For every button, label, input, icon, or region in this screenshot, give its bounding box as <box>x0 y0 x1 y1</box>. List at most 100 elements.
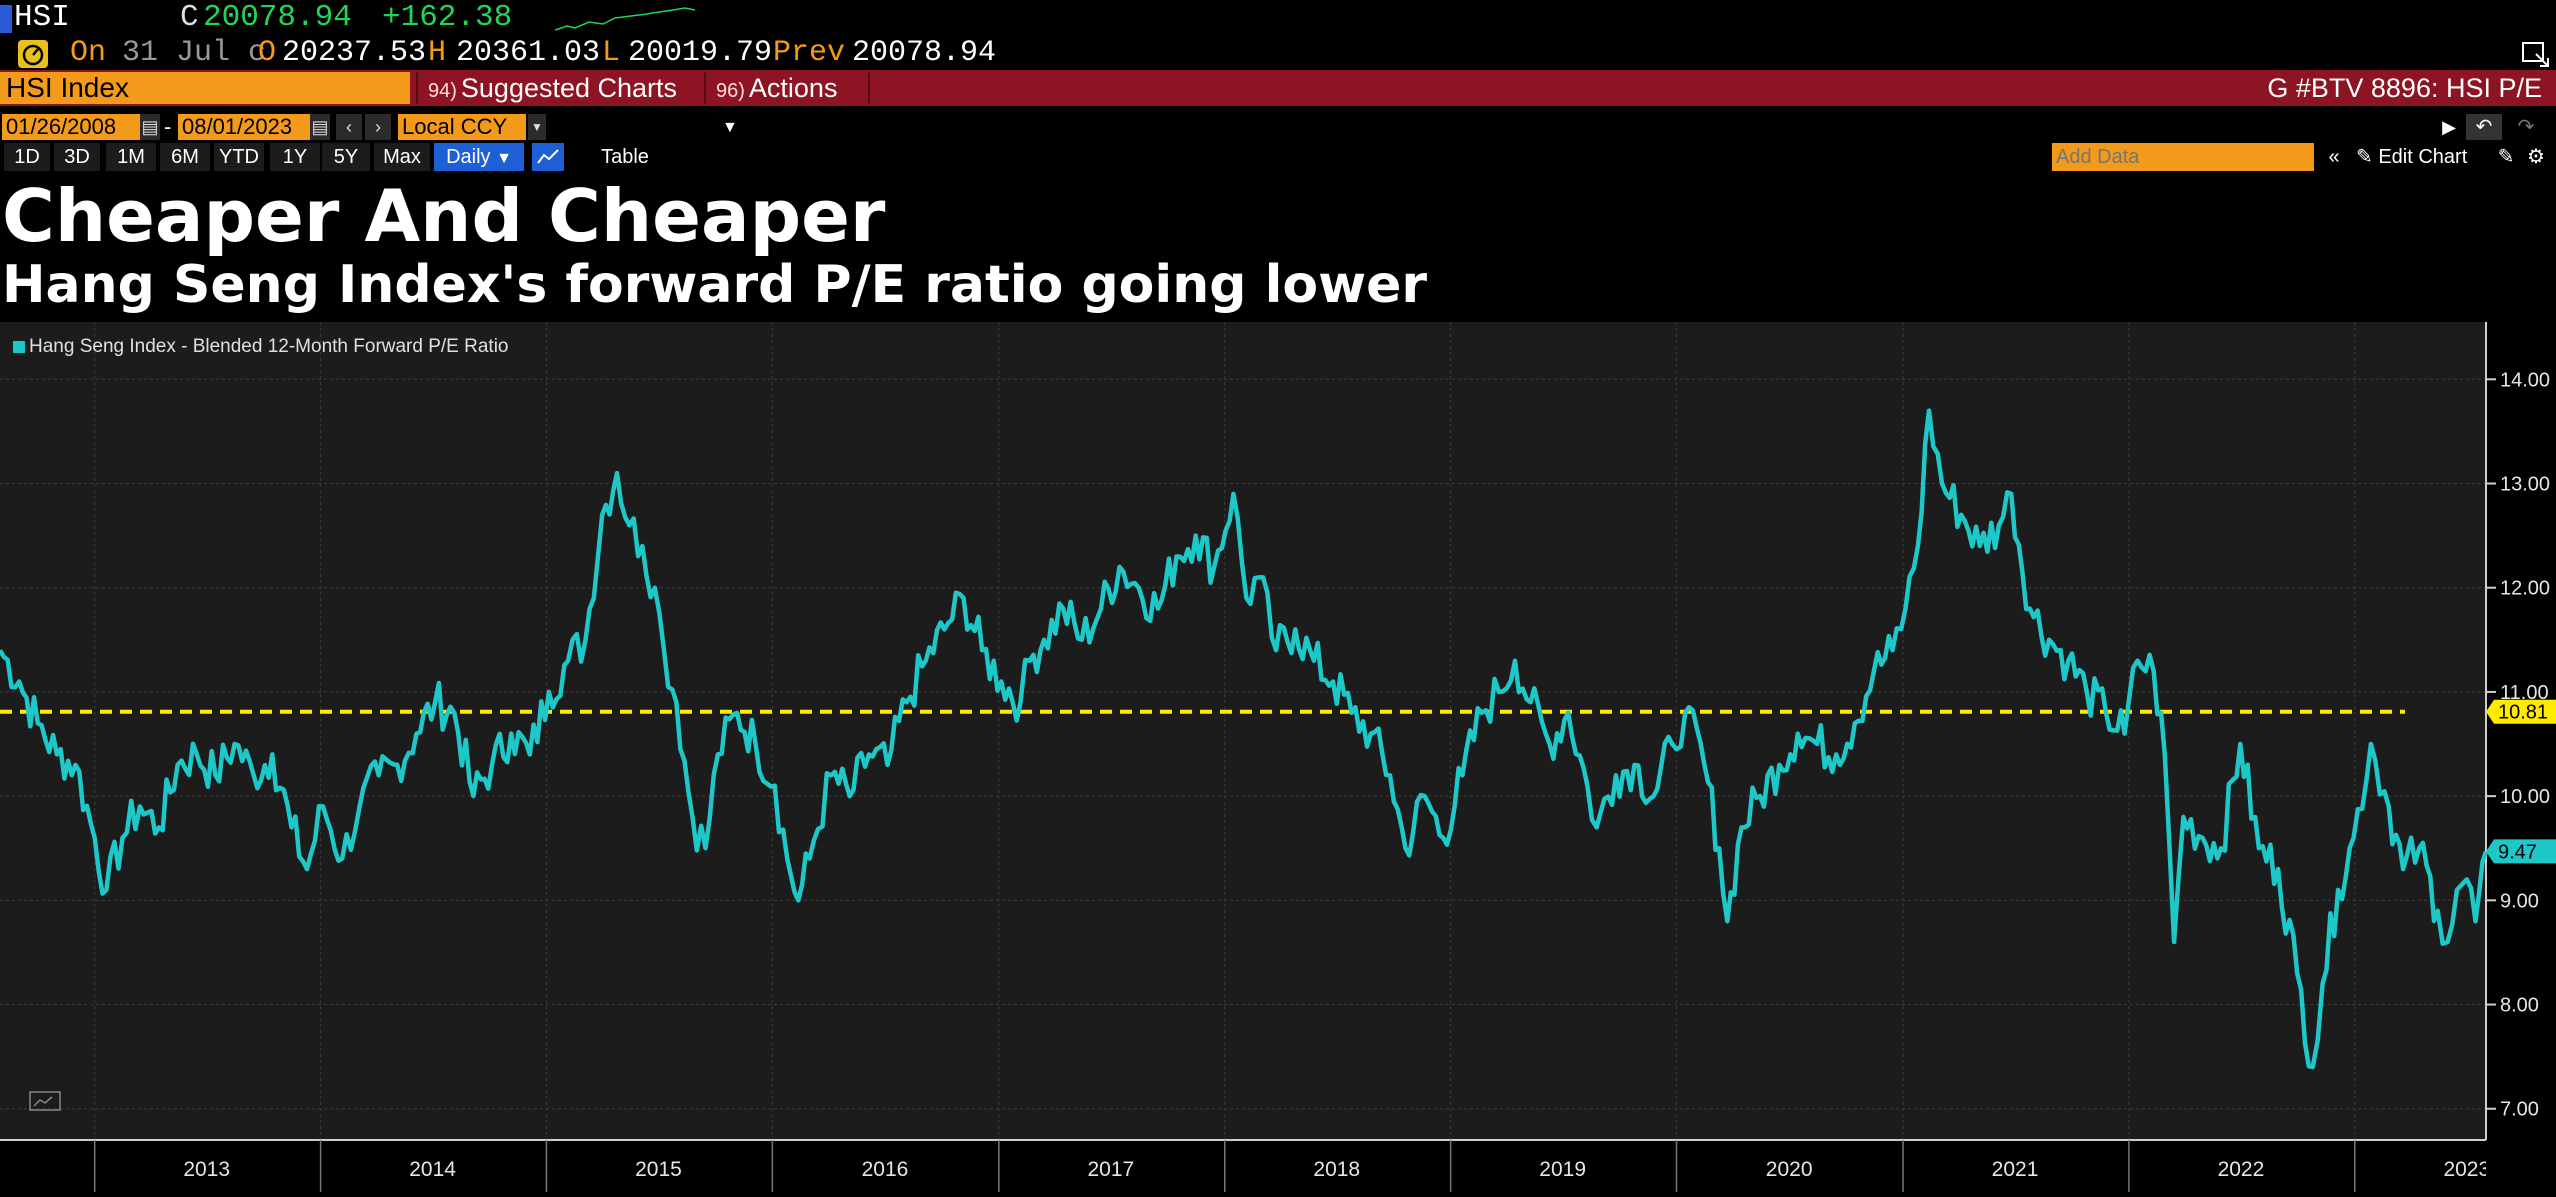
chart-title: Cheaper And Cheaper <box>2 174 886 258</box>
legend-swatch <box>13 341 25 353</box>
frequency-label: Daily <box>446 146 491 168</box>
series-line <box>0 408 2489 1070</box>
next-arrow-icon[interactable]: › <box>365 114 391 140</box>
chart-id: G #BTV 8896: HSI P/E <box>2267 73 2542 103</box>
edit-chart-label: Edit Chart <box>2378 146 2468 168</box>
y-axis-background <box>2486 322 2556 1192</box>
open-label: O <box>258 36 277 70</box>
y-tick-label: 13.00 <box>2500 474 2550 496</box>
x-tick-label: 2016 <box>862 1158 909 1181</box>
open-value: 20237.53 <box>282 36 427 70</box>
period-1y[interactable]: 1Y <box>270 143 320 171</box>
y-tick-label: 10.00 <box>2500 786 2550 808</box>
ticker-bar: HSI C 20078.94 +162.38 <box>0 0 2556 36</box>
quote-date: 31 Jul c <box>122 36 267 70</box>
security-color-marker <box>0 5 12 33</box>
period-6m[interactable]: 6M <box>160 143 210 171</box>
y-axis: 14.00 13.00 12.00 11.00 10.00 9.00 8.00 7.00 <box>2485 322 2556 1192</box>
x-axis: 2013 2014 2015 2016 2017 2018 2019 2020 2021 2022… <box>0 1139 2556 1192</box>
value-labels: 10.81 9.47 <box>2486 699 2556 864</box>
play-icon[interactable]: ▶ <box>2442 117 2456 137</box>
x-tick-label: 2022 <box>2218 1158 2265 1181</box>
average-value-label-background <box>2486 699 2556 724</box>
edit-icon[interactable]: ✎ <box>2497 146 2515 168</box>
x-tick-label: 2018 <box>1313 1158 1360 1181</box>
period-3d[interactable]: 3D <box>54 143 100 171</box>
on-label: On <box>70 36 107 70</box>
legend-label: Hang Seng Index - Blended 12-Month Forwa… <box>29 336 509 357</box>
high-label: H <box>428 36 447 70</box>
previous-arrow-icon[interactable]: ‹ <box>336 114 362 140</box>
x-axis-background <box>0 1140 2556 1192</box>
line-chart-icon[interactable] <box>532 143 564 171</box>
prev-value: 20078.94 <box>852 36 997 70</box>
date-range-bar: 01/26/2008 ▤ - 08/01/2023 ▤ ‹ › Local CC… <box>0 110 2556 142</box>
legend: Hang Seng Index - Blended 12-Month Forwa… <box>13 336 509 357</box>
collapse-icon[interactable]: « <box>2328 146 2340 168</box>
period-1d[interactable]: 1D <box>4 143 50 171</box>
close-value: 20078.94 <box>203 0 352 35</box>
suggested-charts-label: Suggested Charts <box>460 73 678 103</box>
chart-subtitle: Hang Seng Index's forward P/E ratio goin… <box>2 255 1428 315</box>
period-ytd[interactable]: YTD <box>214 143 264 171</box>
edit-chart-button[interactable]: ✎ Edit Chart <box>2356 143 2467 171</box>
period-toolbar: 1D 3D 1M 6M YTD 1Y 5Y Max Daily ▼ Table … <box>0 142 2556 172</box>
y-tick-label: 12.00 <box>2500 578 2550 600</box>
prev-label: Prev <box>773 36 846 70</box>
redo-icon[interactable]: ↷ <box>2517 116 2535 138</box>
table-button[interactable]: Table <box>580 143 670 171</box>
ticker-symbol[interactable]: HSI <box>14 0 70 35</box>
currency-select[interactable]: Local CCY <box>398 114 526 140</box>
y-tick-label: 9.00 <box>2500 890 2539 912</box>
x-tick-label: 2019 <box>1539 1158 1586 1181</box>
average-value-label: 10.81 <box>2486 699 2556 724</box>
suggested-charts-button[interactable]: 94)Suggested Charts ▼ <box>416 72 698 136</box>
quote-bar: On 31 Jul c O 20237.53 H 20361.03 L 2001… <box>0 36 2556 70</box>
x-tick-label: 2013 <box>183 1158 230 1181</box>
date-separator: - <box>164 114 172 139</box>
y-tick-label: 14.00 <box>2500 369 2550 391</box>
intraday-sparkline <box>555 7 695 31</box>
chart-area: 2013 2014 2015 2016 2017 2018 2019 2020 2021 2022… <box>0 322 2556 1192</box>
close-label: C <box>180 0 199 35</box>
end-date-field[interactable]: 08/01/2023 <box>178 114 310 140</box>
x-tick-label: 2017 <box>1088 1158 1135 1181</box>
actions-button[interactable]: 96) Actions ▼ <box>704 72 870 136</box>
x-tick-label: 2014 <box>409 1158 456 1181</box>
chevron-down-icon: ▼ <box>496 150 512 167</box>
period-1m[interactable]: 1M <box>106 143 156 171</box>
frequency-select[interactable]: Daily ▼ <box>434 143 524 171</box>
expand-window-icon[interactable] <box>2520 38 2552 78</box>
low-value: 20019.79 <box>628 36 773 70</box>
chevron-down-icon: ▼ <box>722 119 738 136</box>
actions-number: 96) <box>716 80 745 102</box>
x-tick-label: 2015 <box>635 1158 682 1181</box>
calendar-icon[interactable]: ▤ <box>310 114 330 140</box>
chevron-down-icon[interactable]: ▼ <box>528 114 546 140</box>
period-max[interactable]: Max <box>374 143 430 171</box>
high-value: 20361.03 <box>456 36 601 70</box>
price-change: +162.38 <box>382 0 513 35</box>
status-indicator-icon <box>18 40 48 68</box>
add-data-input[interactable] <box>2052 143 2314 171</box>
pencil-icon: ✎ <box>2356 146 2373 168</box>
last-value-label-text: 9.47 <box>2498 841 2537 863</box>
calendar-icon[interactable]: ▤ <box>140 114 160 140</box>
x-tick-label: 2020 <box>1766 1158 1813 1181</box>
start-date-field[interactable]: 01/26/2008 <box>2 114 142 140</box>
last-value-label: 9.47 <box>2486 839 2556 864</box>
actions-label: Actions <box>748 73 838 103</box>
undo-icon[interactable]: ↶ <box>2466 114 2502 140</box>
gear-icon[interactable]: ⚙ <box>2527 146 2545 168</box>
low-label: L <box>602 36 621 70</box>
last-value-label-background <box>2486 839 2556 864</box>
y-tick-label: 8.00 <box>2500 995 2539 1017</box>
x-tick-label: 2021 <box>1992 1158 2039 1181</box>
x-tick-label: 2023 <box>2443 1158 2490 1181</box>
security-bar <box>0 70 2556 106</box>
chart-menu-icon <box>29 1091 61 1111</box>
suggested-charts-number: 94) <box>428 80 457 102</box>
y-tick-label: 11.00 <box>2500 682 2549 704</box>
security-field[interactable]: HSI Index <box>0 72 410 104</box>
period-5y[interactable]: 5Y <box>322 143 370 171</box>
